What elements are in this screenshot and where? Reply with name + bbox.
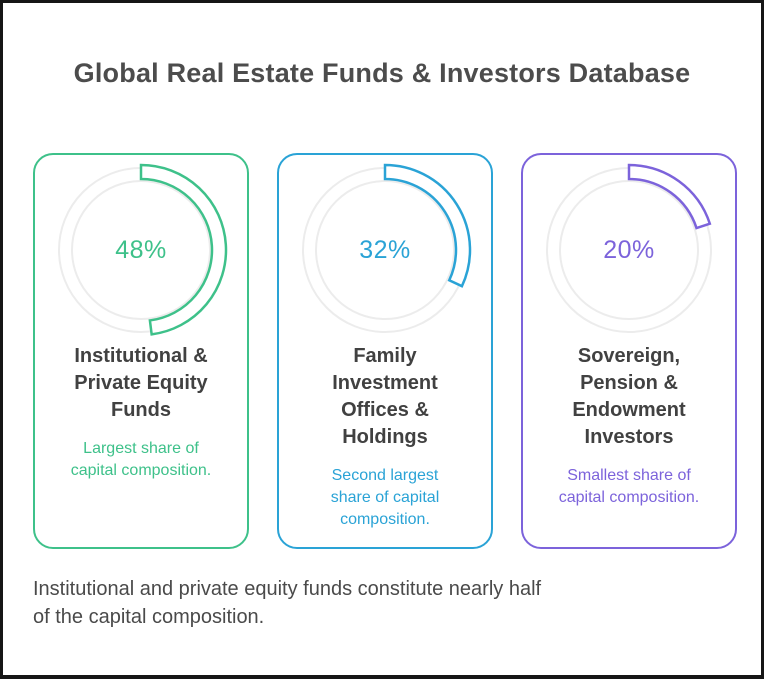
- donut-chart: 32%: [295, 160, 475, 340]
- card-sovereign-pension-endowment: 20% Sovereign, Pension & Endowment Inves…: [521, 153, 737, 549]
- cards-row: 48% Institutional & Private Equity Funds…: [33, 153, 737, 549]
- donut-chart: 20%: [539, 160, 719, 340]
- card-title: Sovereign, Pension & Endowment Investors: [572, 345, 686, 448]
- donut-chart: 48%: [51, 160, 231, 340]
- footnote-caption: Institutional and private equity funds c…: [33, 578, 542, 628]
- donut-arc: [627, 163, 712, 230]
- percent-label: 20%: [603, 235, 655, 264]
- page-title: Global Real Estate Funds & Investors Dat…: [73, 58, 691, 88]
- percent-label: 32%: [359, 235, 411, 264]
- percent-label: 48%: [115, 235, 167, 264]
- card-subtitle: Second largest share of capital composit…: [330, 467, 440, 528]
- donut-track-inner: [315, 180, 455, 320]
- card-subtitle: Largest share of capital composition.: [70, 440, 212, 479]
- card-subtitle: Smallest share of capital composition.: [558, 467, 700, 506]
- donut-arc: [139, 163, 228, 336]
- card-family-investment-offices: 32% Family Investment Offices & Holdings…: [277, 153, 493, 549]
- card-title: Family Investment Offices & Holdings: [332, 345, 438, 448]
- donut-arc: [383, 163, 472, 288]
- donut-track-inner: [559, 180, 699, 320]
- donut-track-inner: [71, 180, 211, 320]
- card-title: Institutional & Private Equity Funds: [74, 345, 208, 421]
- donut-svg: [58, 163, 228, 336]
- card-institutional-private-equity: 48% Institutional & Private Equity Funds…: [33, 153, 249, 549]
- donut-svg: [302, 163, 472, 333]
- donut-svg: [546, 163, 712, 333]
